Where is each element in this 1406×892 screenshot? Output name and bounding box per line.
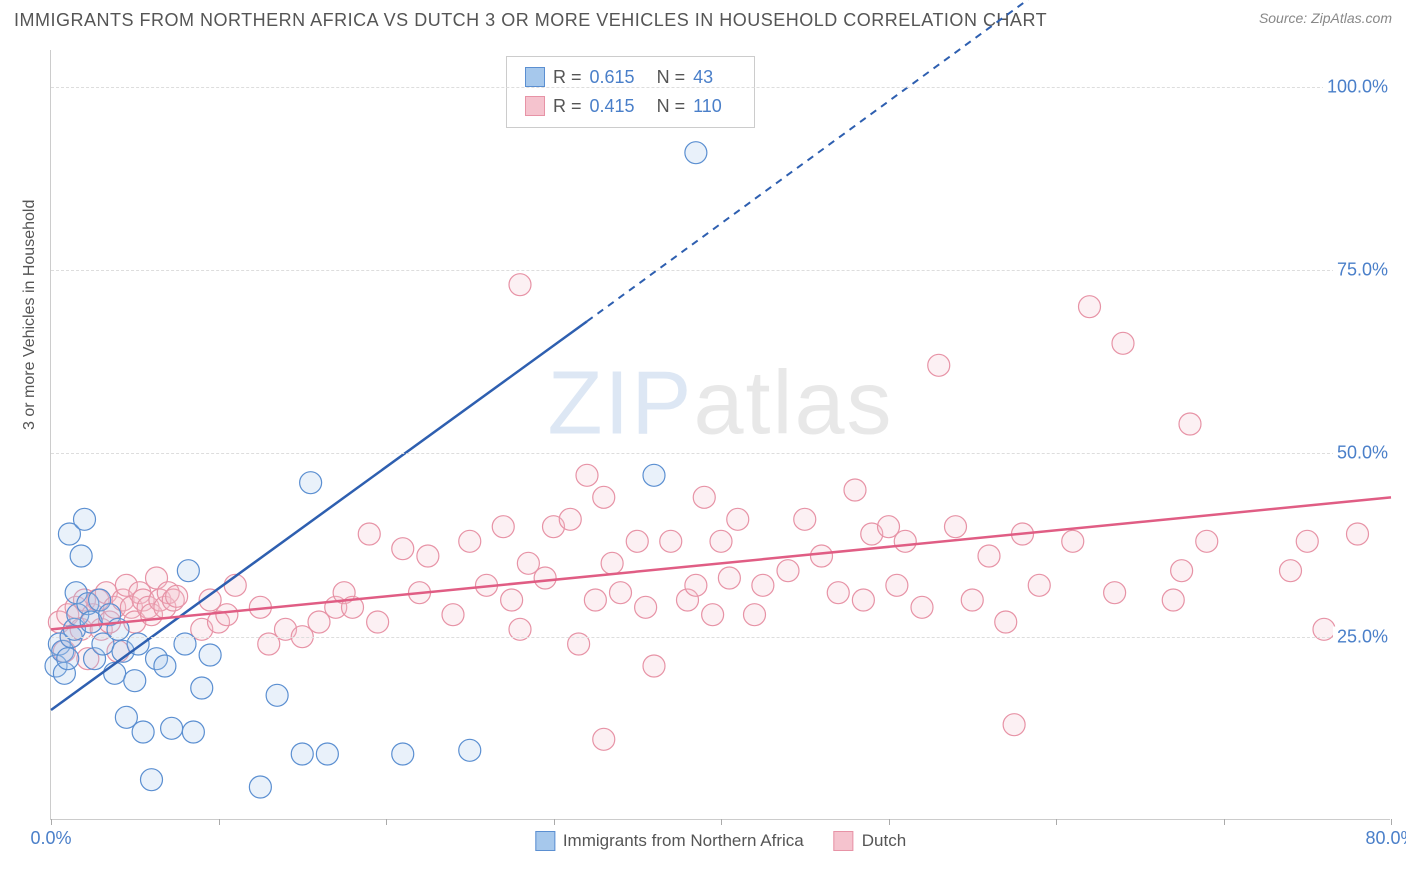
x-tick-mark: [721, 819, 722, 825]
swatch-icon: [525, 67, 545, 87]
n-value: 110: [693, 92, 722, 121]
x-tick-mark: [889, 819, 890, 825]
grid-line: [51, 453, 1390, 454]
x-tick-label: 80.0%: [1365, 828, 1406, 849]
n-label: N =: [657, 92, 686, 121]
stats-legend-box: R = 0.615 N = 43 R = 0.415 N = 110: [506, 56, 755, 128]
grid-line: [51, 87, 1390, 88]
chart-header: IMMIGRANTS FROM NORTHERN AFRICA VS DUTCH…: [14, 10, 1392, 31]
x-tick-mark: [1056, 819, 1057, 825]
r-label: R =: [553, 92, 582, 121]
y-axis-label: 3 or more Vehicles in Household: [21, 200, 39, 430]
swatch-icon: [834, 831, 854, 851]
source-label: Source:: [1259, 10, 1311, 26]
source-attribution: Source: ZipAtlas.com: [1259, 10, 1392, 26]
legend-item-series-a: Immigrants from Northern Africa: [535, 831, 804, 851]
x-tick-label: 0.0%: [30, 828, 71, 849]
stats-row-series-b: R = 0.415 N = 110: [525, 92, 736, 121]
plot-area: ZIPatlas R = 0.615 N = 43 R = 0.415 N = …: [50, 50, 1390, 820]
x-tick-mark: [1224, 819, 1225, 825]
x-tick-mark: [219, 819, 220, 825]
swatch-icon: [525, 96, 545, 116]
y-tick-label: 75.0%: [1333, 260, 1392, 281]
legend-label: Immigrants from Northern Africa: [563, 831, 804, 851]
legend-label: Dutch: [862, 831, 906, 851]
grid-line: [51, 270, 1390, 271]
swatch-icon: [535, 831, 555, 851]
grid-line: [51, 637, 1390, 638]
y-tick-label: 50.0%: [1333, 443, 1392, 464]
x-tick-mark: [1391, 819, 1392, 825]
bottom-legend: Immigrants from Northern Africa Dutch: [535, 831, 906, 851]
chart-title: IMMIGRANTS FROM NORTHERN AFRICA VS DUTCH…: [14, 10, 1047, 31]
source-value: ZipAtlas.com: [1311, 10, 1392, 26]
x-tick-mark: [554, 819, 555, 825]
legend-item-series-b: Dutch: [834, 831, 906, 851]
x-tick-mark: [386, 819, 387, 825]
y-tick-label: 100.0%: [1323, 76, 1392, 97]
x-tick-mark: [51, 819, 52, 825]
chart-svg: [51, 50, 1390, 819]
y-tick-label: 25.0%: [1333, 626, 1392, 647]
r-value: 0.415: [590, 92, 635, 121]
